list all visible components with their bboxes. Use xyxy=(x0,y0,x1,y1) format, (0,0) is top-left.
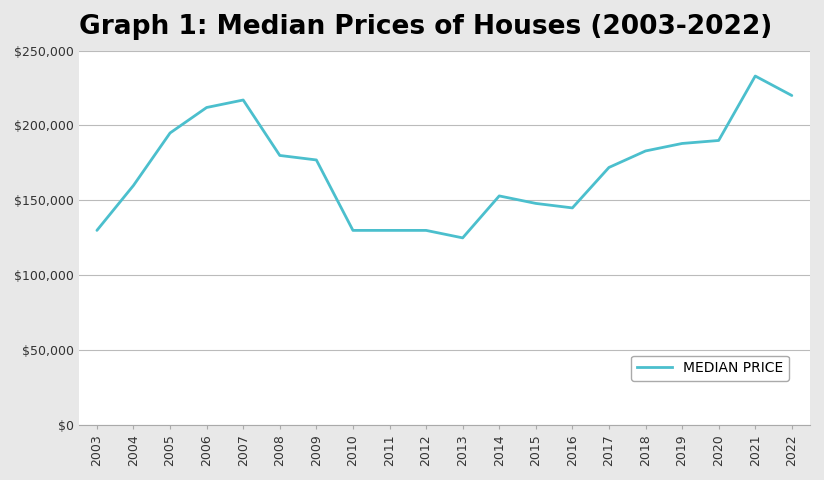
Text: Graph 1: Median Prices of Houses (2003-2022): Graph 1: Median Prices of Houses (2003-2… xyxy=(78,14,772,40)
Legend: MEDIAN PRICE: MEDIAN PRICE xyxy=(631,356,789,381)
